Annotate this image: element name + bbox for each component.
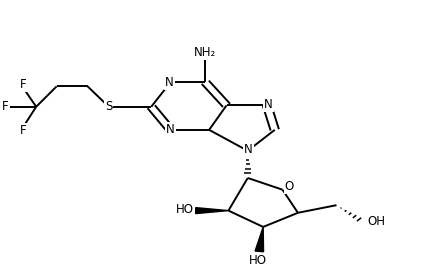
Text: F: F (20, 124, 26, 137)
Polygon shape (196, 208, 228, 214)
Text: N: N (244, 143, 253, 157)
Text: F: F (2, 100, 9, 113)
Text: HO: HO (248, 254, 266, 267)
Text: F: F (20, 79, 26, 92)
Text: OH: OH (367, 215, 386, 228)
Text: N: N (166, 123, 175, 136)
Text: O: O (285, 180, 294, 193)
Text: N: N (264, 98, 273, 111)
Text: HO: HO (176, 203, 194, 216)
Polygon shape (255, 227, 264, 252)
Text: S: S (105, 100, 112, 113)
Text: NH₂: NH₂ (194, 46, 216, 59)
Text: N: N (165, 76, 174, 89)
